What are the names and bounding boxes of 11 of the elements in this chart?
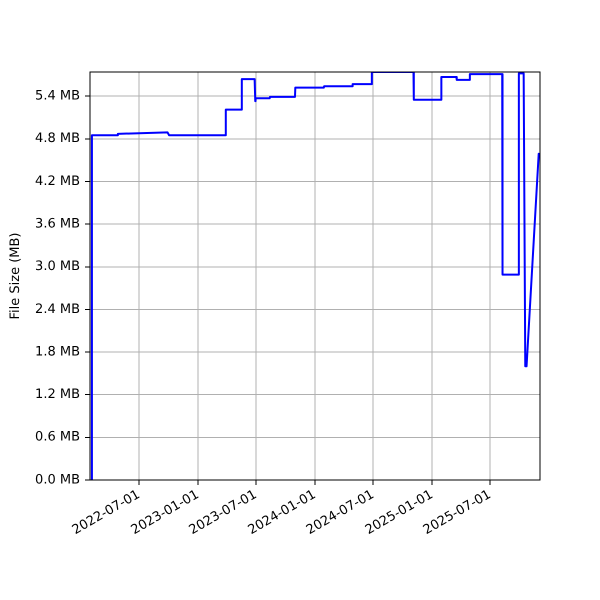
y-tick-label: 2.4 MB xyxy=(35,302,80,317)
y-tick-label: 4.2 MB xyxy=(35,174,80,189)
y-tick-label: 1.8 MB xyxy=(35,344,80,360)
y-tick-label: 0.6 MB xyxy=(35,430,80,445)
y-tick-label: 1.2 MB xyxy=(35,387,80,402)
y-tick-label: 3.6 MB xyxy=(35,216,80,232)
y-tick-label: 3.0 MB xyxy=(35,259,80,274)
y-tick-label: 5.4 MB xyxy=(35,88,80,104)
y-tick-label: 4.8 MB xyxy=(35,131,80,146)
y-tick-label: 0.0 MB xyxy=(35,472,80,488)
y-axis-title: File Size (MB) xyxy=(8,232,24,320)
